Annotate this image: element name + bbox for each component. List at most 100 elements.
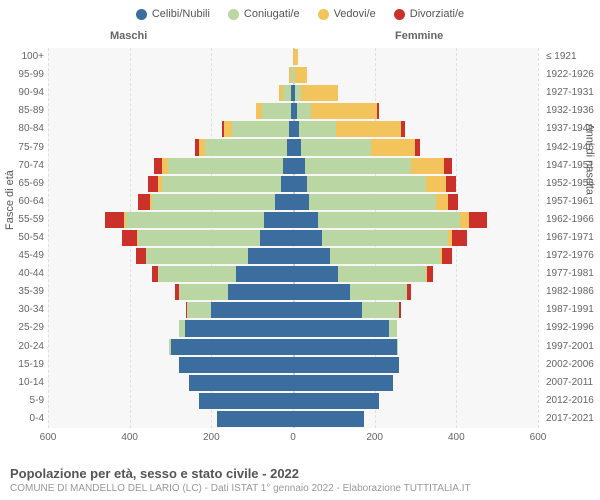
bar-female [293, 248, 452, 264]
bar-segment [217, 411, 293, 427]
bar-male [199, 393, 293, 409]
bar-male [122, 230, 293, 246]
bar-segment [460, 212, 468, 228]
bar-female [293, 393, 379, 409]
legend-label: Coniugati/e [244, 8, 300, 20]
age-label: 80-84 [0, 123, 44, 134]
bar-segment [232, 121, 289, 137]
bar-male [179, 320, 293, 336]
bar-segment [426, 176, 446, 192]
age-row [48, 247, 538, 265]
age-row [48, 120, 538, 138]
bar-segment [415, 139, 419, 155]
age-row [48, 356, 538, 374]
bar-male [136, 248, 293, 264]
gridline [538, 48, 539, 428]
birth-label: 1997-2001 [546, 341, 600, 352]
age-row [48, 138, 538, 156]
bar-segment [205, 139, 287, 155]
header-male: Maschi [110, 30, 147, 42]
bar-female [293, 158, 452, 174]
bar-male [138, 194, 293, 210]
age-label: 15-19 [0, 359, 44, 370]
x-tick: 400 [121, 432, 138, 443]
bar-female [293, 194, 458, 210]
birth-label: 1977-1981 [546, 268, 600, 279]
bar-male [179, 357, 293, 373]
bar-segment [189, 375, 293, 391]
legend-item: Coniugati/e [228, 8, 300, 20]
bar-segment [262, 103, 291, 119]
bar-segment [293, 158, 305, 174]
age-row [48, 374, 538, 392]
bar-segment [336, 121, 401, 137]
bar-segment [377, 103, 379, 119]
legend-item: Vedovi/e [318, 8, 376, 20]
bar-female [293, 67, 307, 83]
age-row [48, 229, 538, 247]
x-tick: 400 [448, 432, 465, 443]
age-row [48, 157, 538, 175]
age-label: 75-79 [0, 142, 44, 153]
birth-label: 1942-1946 [546, 142, 600, 153]
bar-segment [293, 357, 399, 373]
age-row [48, 102, 538, 120]
header-female: Femmine [395, 30, 443, 42]
legend-swatch [394, 9, 405, 20]
bar-segment [281, 176, 293, 192]
bar-segment [105, 212, 123, 228]
bar-female [293, 357, 399, 373]
bar-segment [248, 248, 293, 264]
bar-segment [307, 176, 425, 192]
x-tick: 200 [203, 432, 220, 443]
age-row [48, 410, 538, 428]
chart-area [48, 48, 538, 428]
bar-segment [264, 212, 293, 228]
bar-male [152, 266, 293, 282]
legend-item: Celibi/Nubili [136, 8, 210, 20]
legend: Celibi/Nubili Coniugati/e Vedovi/e Divorzia… [0, 0, 600, 24]
legend-item: Divorziati/e [394, 8, 464, 20]
bar-segment [171, 339, 294, 355]
bar-segment [318, 212, 461, 228]
x-axis: 6004002000200400600 [48, 432, 538, 446]
bar-female [293, 176, 456, 192]
bar-female [293, 139, 420, 155]
bar-segment [283, 85, 291, 101]
bar-male [217, 411, 293, 427]
bar-segment [436, 194, 448, 210]
birth-label: 1962-1966 [546, 214, 600, 225]
bar-segment [179, 357, 293, 373]
age-row [48, 265, 538, 283]
bar-female [293, 266, 433, 282]
age-row [48, 283, 538, 301]
bar-segment [236, 266, 293, 282]
age-label: 20-24 [0, 341, 44, 352]
age-row [48, 48, 538, 66]
bar-segment [148, 176, 158, 192]
birth-label: 1987-1991 [546, 304, 600, 315]
bar-female [293, 103, 379, 119]
age-label: 35-39 [0, 286, 44, 297]
legend-swatch [318, 9, 329, 20]
bar-segment [179, 284, 228, 300]
bar-segment [126, 212, 265, 228]
bar-segment [152, 194, 275, 210]
birth-label: 1957-1961 [546, 196, 600, 207]
bar-female [293, 212, 487, 228]
bar-segment [442, 248, 452, 264]
age-label: 30-34 [0, 304, 44, 315]
bar-segment [297, 103, 311, 119]
age-row [48, 338, 538, 356]
bar-segment [411, 158, 444, 174]
bar-segment [448, 194, 458, 210]
bar-segment [330, 248, 440, 264]
age-label: 45-49 [0, 250, 44, 261]
age-label: 90-94 [0, 87, 44, 98]
bar-female [293, 230, 467, 246]
bar-male [154, 158, 293, 174]
age-label: 50-54 [0, 232, 44, 243]
age-row [48, 175, 538, 193]
bar-segment [260, 230, 293, 246]
birth-label: 1967-1971 [546, 232, 600, 243]
